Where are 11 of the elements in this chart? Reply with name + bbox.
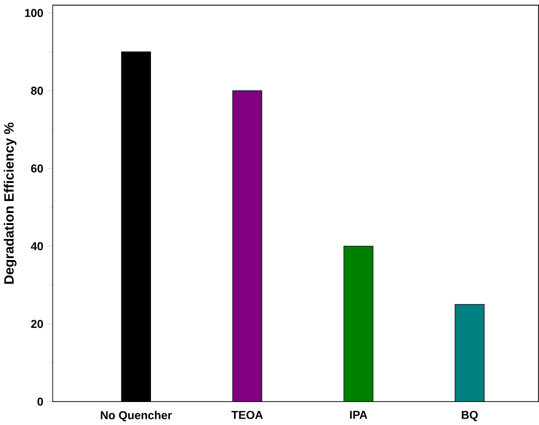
x-tick-label: IPA — [350, 410, 368, 419]
y-axis-title: Degradation Efficiency % — [4, 122, 16, 284]
y-tick-label: 40 — [30, 242, 43, 250]
y-tick-label: 80 — [31, 86, 43, 95]
y-tick-label: 60 — [31, 164, 43, 172]
y-tick-label: 20 — [31, 320, 43, 328]
x-tick-label: TEOA — [231, 410, 263, 419]
x-tick-label: No Quencher — [100, 410, 172, 422]
y-tick-label: 100 — [25, 8, 43, 17]
x-tick-label: BQ — [462, 410, 478, 422]
y-tick-label: 0 — [38, 398, 43, 406]
